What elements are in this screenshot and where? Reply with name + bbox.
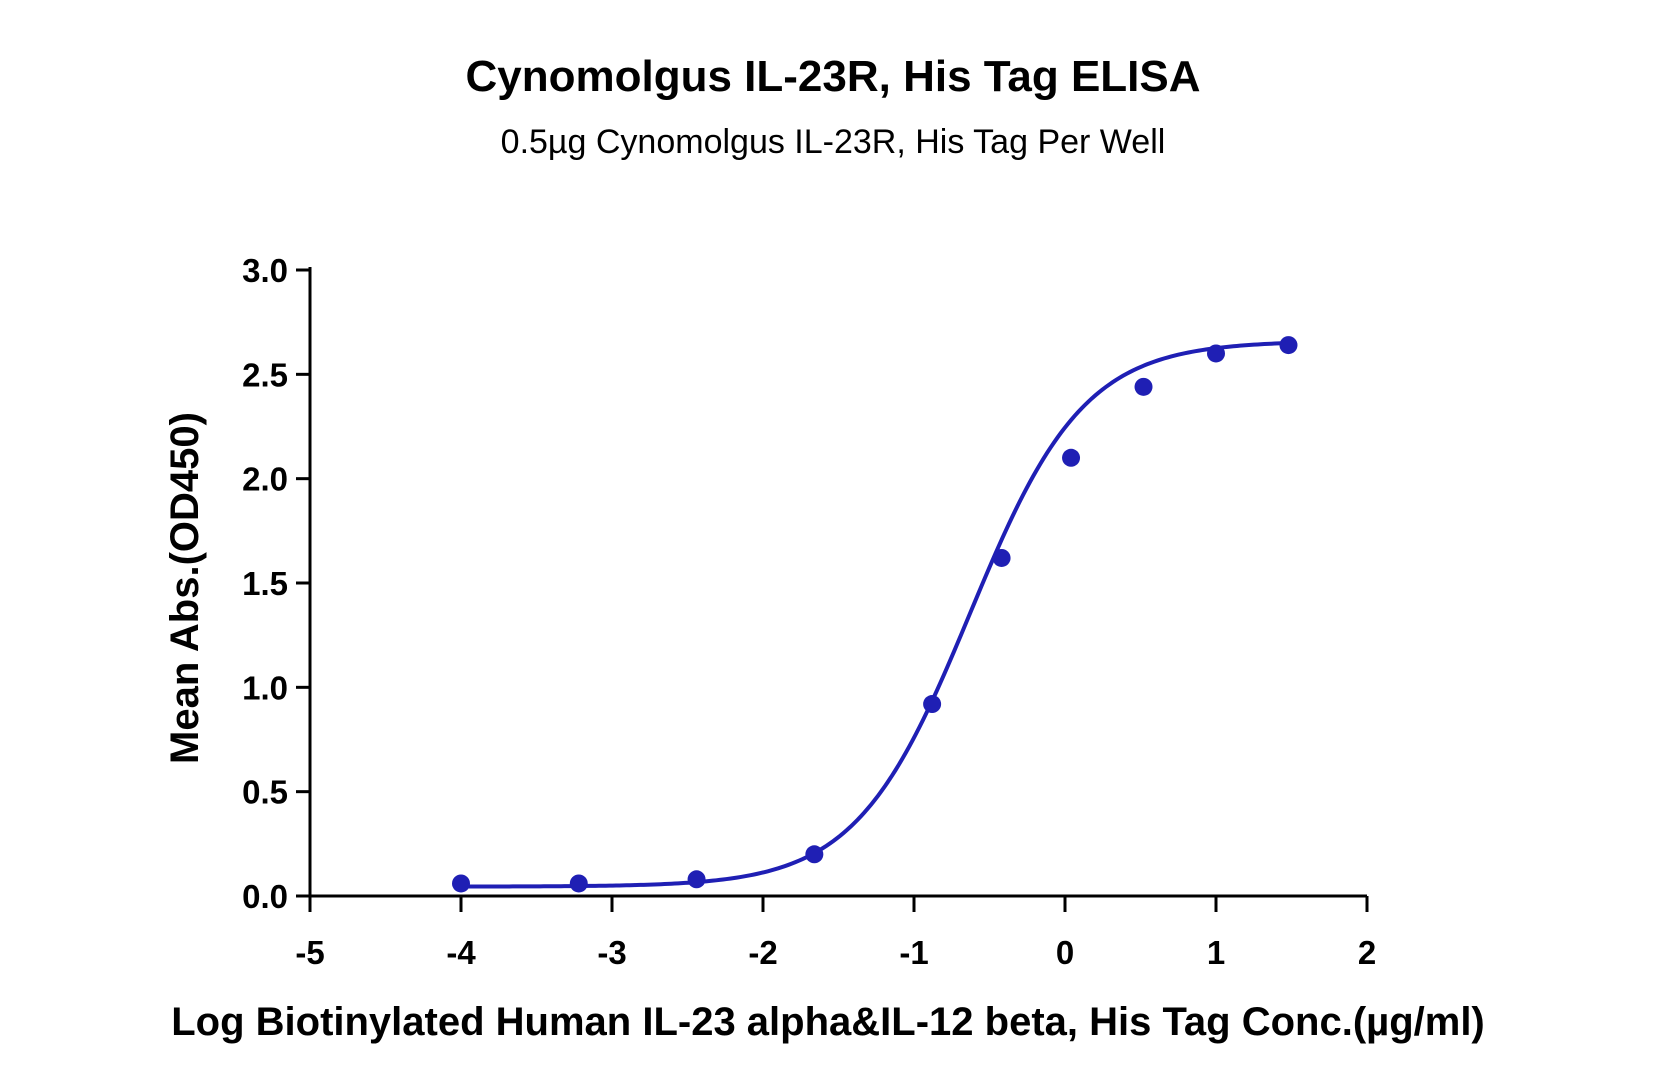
y-tick-label: 3.0 bbox=[242, 252, 288, 289]
x-tick-label: 1 bbox=[1207, 934, 1225, 971]
chart-subtitle: 0.5µg Cynomolgus IL-23R, His Tag Per Wel… bbox=[501, 123, 1166, 161]
y-tick-label: 1.5 bbox=[242, 565, 288, 602]
x-tick-label: -5 bbox=[295, 934, 324, 971]
data-point bbox=[1207, 344, 1225, 363]
data-point bbox=[569, 874, 588, 893]
x-tick-group: -5 -4 -3 -2 -1 0 1 2 bbox=[295, 896, 1376, 971]
x-tick-label: -4 bbox=[446, 934, 476, 971]
x-tick-label: 0 bbox=[1056, 934, 1074, 971]
x-tick-label: -1 bbox=[899, 934, 928, 971]
x-tick-label: -3 bbox=[597, 934, 626, 971]
data-point bbox=[805, 845, 824, 864]
data-point bbox=[1062, 448, 1081, 467]
fit-curve bbox=[460, 340, 1289, 889]
y-tick-label: 2.5 bbox=[242, 356, 288, 393]
y-axis-label: Mean Abs.(OD450) bbox=[163, 412, 207, 764]
x-axis-label: Log Biotinylated Human IL-23 alpha&IL-12… bbox=[171, 1000, 1485, 1044]
plot-area bbox=[452, 336, 1298, 893]
y-tick-group: 0.0 0.5 1.0 1.5 2.0 2.5 3.0 bbox=[242, 252, 310, 915]
data-point bbox=[923, 695, 942, 714]
data-point bbox=[992, 548, 1011, 567]
x-axis: -5 -4 -3 -2 -1 0 1 2 bbox=[295, 894, 1376, 971]
x-tick-label: 2 bbox=[1358, 934, 1376, 971]
data-point bbox=[1279, 336, 1298, 355]
y-axis: 0.0 0.5 1.0 1.5 2.0 2.5 3.0 bbox=[242, 252, 312, 915]
data-point bbox=[1134, 377, 1153, 396]
chart-title: Cynomolgus IL-23R, His Tag ELISA bbox=[465, 52, 1200, 101]
y-tick-label: 1.0 bbox=[242, 669, 288, 706]
x-tick-label: -2 bbox=[748, 934, 777, 971]
y-tick-label: 0.5 bbox=[242, 774, 288, 811]
y-tick-label: 0.0 bbox=[242, 878, 288, 915]
data-point bbox=[687, 870, 706, 889]
y-tick-label: 2.0 bbox=[242, 461, 288, 498]
data-point bbox=[452, 874, 470, 893]
